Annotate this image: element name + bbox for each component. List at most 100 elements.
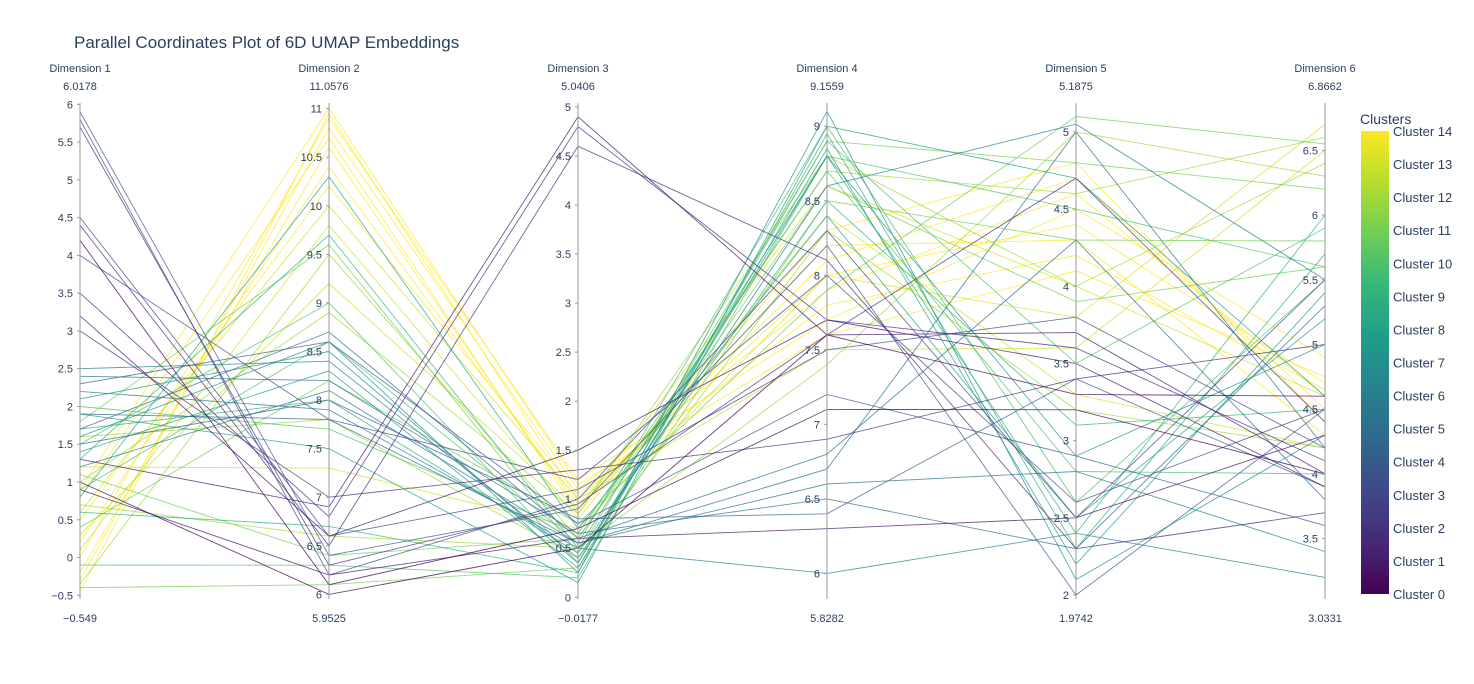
tick-label: 3.5 <box>1303 534 1318 546</box>
axis-dimension-1: Dimension 1 6.0178 −0.549 −0.5 0 0.5 1 1.5 2 2.5 3… <box>49 63 110 625</box>
tick-label: 2.5 <box>1054 513 1069 525</box>
legend-label: Cluster 6 <box>1393 389 1445 404</box>
tick-label: 4 <box>565 200 571 212</box>
axis-dimension-4: Dimension 4 9.1559 5.8282 6 6.5 7 7.5 8 8.5 9 <box>796 63 857 625</box>
data-line-cluster-2 <box>79 125 1326 518</box>
data-line-cluster-13 <box>79 124 1326 530</box>
data-line-cluster-13 <box>79 150 1326 513</box>
tick-label: −0.5 <box>51 590 73 602</box>
tick-label: 6.5 <box>1303 145 1318 157</box>
axis-range-min-label: 3.0331 <box>1308 613 1342 625</box>
axis-range-min-label: 1.9742 <box>1059 613 1093 625</box>
data-line-cluster-11 <box>79 185 1326 556</box>
legend-label: Cluster 10 <box>1393 256 1452 271</box>
tick-label: 6.5 <box>307 541 322 553</box>
data-line-cluster-9 <box>79 155 1326 549</box>
tick-label: 5 <box>67 175 73 187</box>
axis-range-min-label: 5.8282 <box>810 613 844 625</box>
tick-label: 7 <box>316 492 322 504</box>
tick-label: 6 <box>814 568 820 580</box>
legend-label: Cluster 3 <box>1393 488 1445 503</box>
tick-label: 9 <box>814 121 820 133</box>
tick-label: 5 <box>1312 339 1318 351</box>
data-line-cluster-4 <box>79 378 1326 520</box>
data-line-cluster-11 <box>79 140 1326 554</box>
axis-range-max-label: 9.1559 <box>810 81 844 93</box>
axis-title: Dimension 1 <box>49 63 110 75</box>
data-line-cluster-5 <box>79 131 1326 544</box>
axis-title: Dimension 4 <box>796 63 857 75</box>
tick-label: 2.5 <box>58 364 73 376</box>
tick-label: 7 <box>814 419 820 431</box>
tick-label: 7.5 <box>307 444 322 456</box>
data-line-cluster-4 <box>79 341 1326 527</box>
data-line-cluster-8 <box>79 147 1326 569</box>
tick-label: 4 <box>1312 469 1318 481</box>
data-line-cluster-11 <box>79 200 1326 589</box>
tick-label: 1.5 <box>556 445 571 457</box>
tick-label: 5.5 <box>58 137 73 149</box>
tick-label: 5.5 <box>1303 275 1318 287</box>
colorbar <box>1361 131 1389 594</box>
legend-title: Clusters <box>1360 111 1411 127</box>
axis-range-min-label: −0.549 <box>63 613 97 625</box>
tick-label: 6 <box>1312 210 1318 222</box>
axis-title: Dimension 6 <box>1294 63 1355 75</box>
data-line-cluster-1 <box>79 315 1326 537</box>
tick-label: 4.5 <box>58 213 73 225</box>
tick-label: 10 <box>310 201 322 213</box>
axis-range-min-label: 5.9525 <box>312 613 346 625</box>
data-line-cluster-14 <box>79 107 1326 490</box>
axis-dimension-5: Dimension 5 5.1875 1.9742 2 2.5 3 3.5 4 4.5 5 <box>1045 63 1106 625</box>
data-line-cluster-14 <box>79 112 1326 592</box>
chart-title: Parallel Coordinates Plot of 6D UMAP Emb… <box>74 33 460 52</box>
tick-label: 4 <box>1063 281 1069 293</box>
legend-label: Cluster 5 <box>1393 422 1445 437</box>
legend-label: Cluster 4 <box>1393 455 1445 470</box>
tick-label: 7.5 <box>805 345 820 357</box>
tick-label: 8 <box>316 395 322 407</box>
tick-label: 2 <box>565 396 571 408</box>
data-line-cluster-14 <box>79 136 1326 515</box>
legend-label: Cluster 0 <box>1393 587 1445 602</box>
legend-label: Cluster 8 <box>1393 322 1445 337</box>
legend-label: Cluster 2 <box>1393 521 1445 536</box>
tick-label: 0.5 <box>556 543 571 555</box>
legend-label: Cluster 9 <box>1393 289 1445 304</box>
tick-label: 0 <box>67 553 73 565</box>
tick-label: 4 <box>67 250 73 262</box>
tick-label: 10.5 <box>301 152 322 164</box>
axis-dimension-6: Dimension 6 6.8662 3.0331 3.5 4 4.5 5 5.5 6 6.5 <box>1294 63 1355 625</box>
legend-label: Cluster 7 <box>1393 356 1445 371</box>
tick-label: 2.5 <box>556 347 571 359</box>
axis-title: Dimension 5 <box>1045 63 1106 75</box>
data-line-cluster-6 <box>79 123 1326 559</box>
axis-range-max-label: 6.0178 <box>63 81 97 93</box>
axis-range-max-label: 6.8662 <box>1308 81 1342 93</box>
data-line-cluster-14 <box>79 185 1326 521</box>
axes: Dimension 1 6.0178 −0.549 −0.5 0 0.5 1 1.5 2 2.5 3… <box>49 63 1355 625</box>
tick-label: 3 <box>1063 436 1069 448</box>
tick-label: 3.5 <box>556 249 571 261</box>
legend-label: Cluster 11 <box>1393 223 1451 238</box>
axis-dimension-3: Dimension 3 5.0406 −0.0177 0 0.5 1 1.5 2 2.5 3 3.5… <box>547 63 608 625</box>
tick-label: 9.5 <box>307 249 322 261</box>
data-line-cluster-5 <box>79 239 1326 539</box>
tick-label: 8.5 <box>307 346 322 358</box>
data-line-cluster-9 <box>79 132 1326 574</box>
tick-label: 4.5 <box>1303 404 1318 416</box>
data-line-cluster-0 <box>79 240 1326 586</box>
data-line-cluster-3 <box>79 255 1326 503</box>
legend-label: Cluster 14 <box>1393 124 1452 139</box>
tick-label: 2 <box>67 401 73 413</box>
tick-label: 1 <box>67 477 73 489</box>
data-line-cluster-1 <box>79 116 1326 508</box>
data-line-cluster-2 <box>79 145 1326 550</box>
data-line-cluster-0 <box>79 334 1326 595</box>
axis-dimension-2: Dimension 2 11.0576 5.9525 6 6.5 7 7.5 8 8.5 9 9.5… <box>298 63 359 625</box>
axis-title: Dimension 3 <box>547 63 608 75</box>
tick-label: 4.5 <box>556 151 571 163</box>
data-line-cluster-6 <box>79 390 1326 578</box>
